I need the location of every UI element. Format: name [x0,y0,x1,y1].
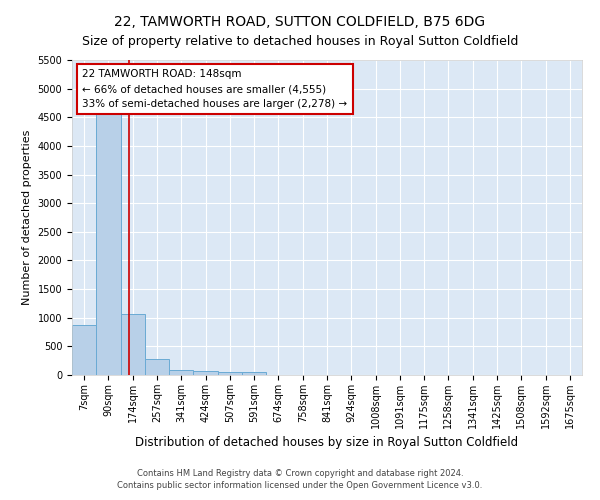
Bar [218,372,242,375]
Text: 22 TAMWORTH ROAD: 148sqm
← 66% of detached houses are smaller (4,555)
33% of sem: 22 TAMWORTH ROAD: 148sqm ← 66% of detach… [82,70,347,109]
Text: Contains HM Land Registry data © Crown copyright and database right 2024.
Contai: Contains HM Land Registry data © Crown c… [118,468,482,490]
Bar [193,370,218,375]
Bar [121,314,145,375]
Bar [169,370,193,375]
X-axis label: Distribution of detached houses by size in Royal Sutton Coldfield: Distribution of detached houses by size … [136,436,518,450]
Bar [72,324,96,375]
Text: Size of property relative to detached houses in Royal Sutton Coldfield: Size of property relative to detached ho… [82,35,518,48]
Bar [242,372,266,375]
Bar [145,359,169,375]
Text: 22, TAMWORTH ROAD, SUTTON COLDFIELD, B75 6DG: 22, TAMWORTH ROAD, SUTTON COLDFIELD, B75… [115,15,485,29]
Y-axis label: Number of detached properties: Number of detached properties [22,130,32,305]
Bar [96,114,121,375]
